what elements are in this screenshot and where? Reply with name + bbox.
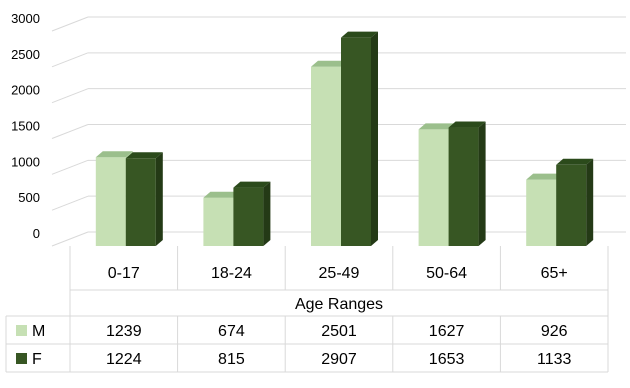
y-tick-label: 0	[33, 226, 40, 241]
bar-m-top	[95, 151, 133, 158]
gridline-diagonal	[51, 52, 89, 68]
bar-f-front	[448, 127, 479, 246]
category-label: 25-49	[319, 265, 360, 282]
bar-f-front	[341, 37, 371, 246]
bar-f-top	[556, 158, 594, 165]
legend-label: M	[32, 323, 45, 340]
bar-f-side	[371, 31, 378, 246]
gridline-diagonal	[51, 159, 89, 175]
y-tick-label: 1000	[11, 154, 40, 169]
bar-f-front	[233, 187, 264, 246]
bar-m-front	[203, 197, 234, 246]
category-label: 65+	[541, 265, 568, 282]
table-cell: 926	[541, 323, 568, 340]
gridline-diagonal	[51, 16, 89, 32]
table-cell: 2501	[321, 323, 357, 340]
x-axis-title: Age Ranges	[295, 296, 383, 313]
bar-m-top	[418, 123, 456, 130]
bar-f-front	[125, 158, 156, 246]
y-tick-label: 500	[18, 190, 40, 205]
category-label: 0-17	[108, 265, 140, 282]
bar-m-front	[95, 157, 126, 246]
bar-m-top	[311, 60, 348, 67]
table-cell: 1653	[429, 351, 465, 368]
table-cell: 1239	[106, 323, 142, 340]
gridline-diagonal	[51, 124, 89, 139]
legend-swatch-m	[16, 325, 27, 336]
bar-f-top	[125, 152, 163, 159]
data-table: 0-17 18-24 25-49 50-64 65+ Age Ranges M 1239 674…	[5, 246, 609, 373]
table-cell: 1133	[537, 351, 572, 368]
bar-m-top	[203, 191, 241, 198]
bar-f-top	[341, 31, 378, 38]
bar-f-side	[263, 181, 271, 246]
gridline-diagonal	[51, 231, 89, 247]
category-label: 18-24	[211, 265, 252, 282]
bar-f-side	[478, 121, 486, 246]
y-tick-label: 3000	[11, 11, 40, 26]
table-cell: 1224	[106, 351, 142, 368]
y-axis-ticks: 0 500 1000 1500 2000 2500 3000	[11, 11, 40, 241]
table-cell: 1627	[429, 323, 465, 340]
bar-m-front	[526, 179, 557, 246]
gridline-diagonal	[51, 195, 89, 211]
bar-f-top	[448, 121, 486, 128]
bar-f-side	[155, 152, 163, 246]
table-cell: 2907	[321, 351, 357, 368]
table-cell: 674	[218, 323, 245, 340]
bar-f-top	[233, 181, 271, 188]
gridline-diagonal	[51, 88, 89, 104]
table-cell: 815	[218, 351, 245, 368]
y-tick-label: 2500	[11, 47, 40, 62]
legend-swatch-f	[16, 353, 27, 364]
bar-m-top	[526, 173, 564, 180]
legend-label: F	[32, 351, 42, 368]
bar-f-side	[586, 158, 594, 246]
bar-f-front	[556, 164, 587, 246]
bar-m-front	[311, 66, 341, 247]
bar-m-front	[418, 129, 449, 246]
y-tick-label: 2000	[11, 83, 40, 98]
y-tick-label: 1500	[11, 119, 40, 134]
category-label: 50-64	[426, 265, 467, 282]
bars	[95, 31, 594, 247]
